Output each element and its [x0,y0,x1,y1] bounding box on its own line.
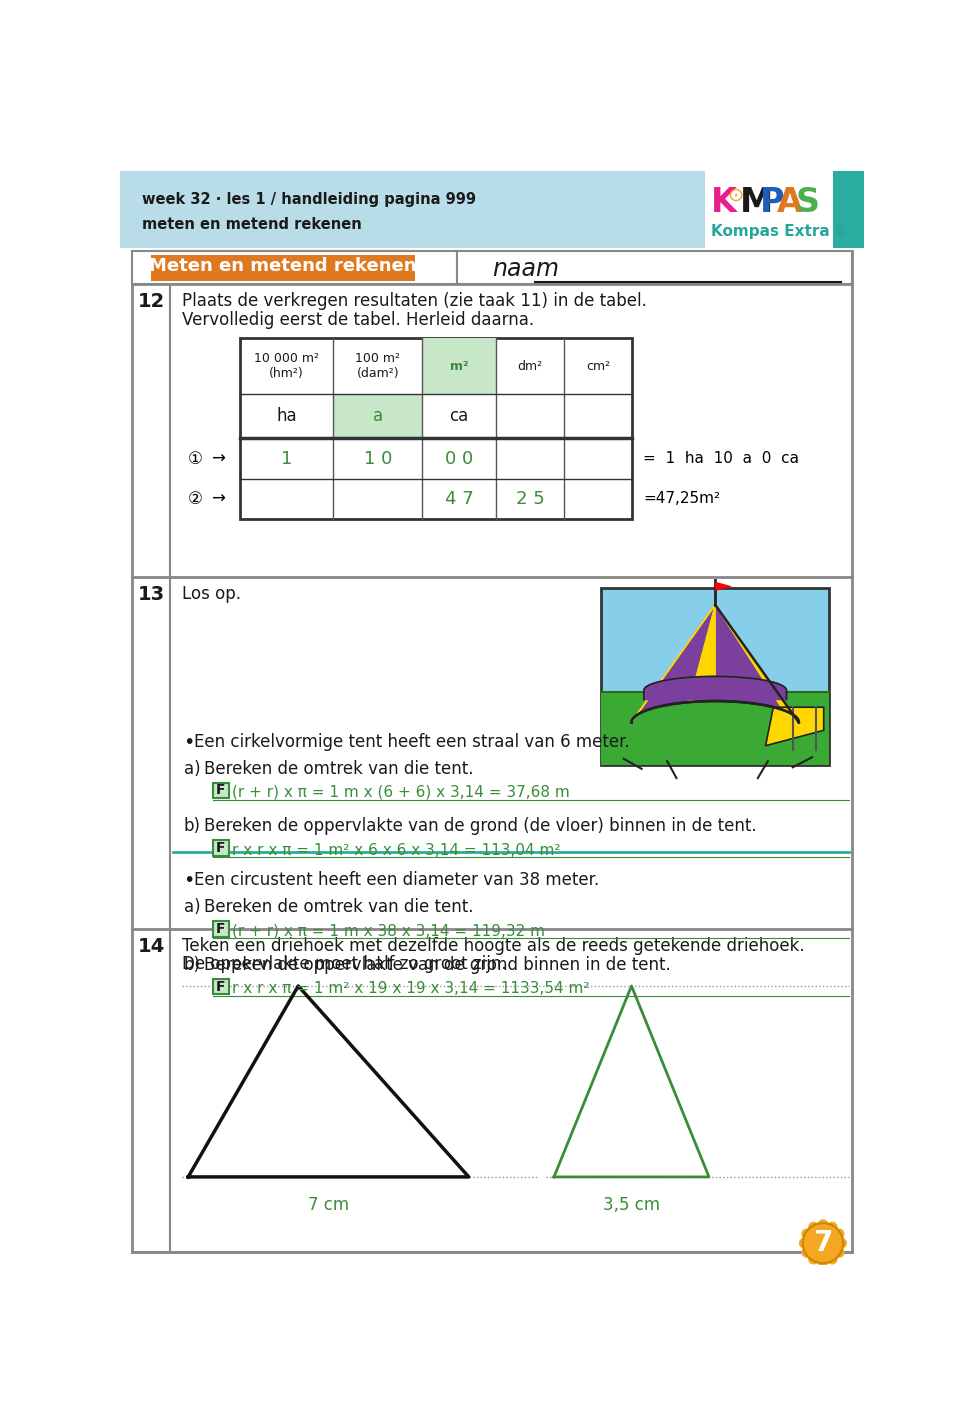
Text: r x r x π = 1 m² x 6 x 6 x 3,14 = 113,04 m²: r x r x π = 1 m² x 6 x 6 x 3,14 = 113,04… [232,843,561,858]
Circle shape [808,1222,819,1232]
Text: 7: 7 [813,1229,832,1258]
Text: =47,25m²: =47,25m² [643,492,720,506]
Circle shape [833,1229,845,1239]
Text: Los op.: Los op. [182,585,241,603]
Text: meten en metend rekenen: meten en metend rekenen [142,217,362,232]
Text: Bereken de omtrek van die tent.: Bereken de omtrek van die tent. [204,898,473,917]
Text: →: → [210,449,225,468]
Text: Meten en metend rekenen: Meten en metend rekenen [149,257,417,274]
Bar [132,252,457,284]
Circle shape [827,1253,838,1265]
Text: 14: 14 [137,936,164,956]
Text: Een circustent heeft een diameter van 38 meter.: Een circustent heeft een diameter van 38… [194,871,600,890]
Text: naam: naam [492,257,559,281]
Text: Kompas Extra 6: Kompas Extra 6 [710,225,846,239]
Text: F: F [216,841,226,855]
Text: 100 m²
(dam²): 100 m² (dam²) [355,352,400,379]
Text: ②: ② [188,490,203,507]
Text: dm²: dm² [517,360,542,372]
Text: A: A [778,186,804,219]
Bar [833,171,864,247]
Text: b): b) [183,956,201,973]
Circle shape [836,1238,847,1249]
Text: (r + r) x π = 1 m x 38 x 3,14 = 119,32 m: (r + r) x π = 1 m x 38 x 3,14 = 119,32 m [232,924,545,939]
Text: •: • [183,871,195,890]
Text: →: → [210,490,225,507]
Circle shape [799,1238,809,1249]
Text: Bereken de oppervlakte van de grond (de vloer) binnen in de tent.: Bereken de oppervlakte van de grond (de … [204,817,756,836]
Polygon shape [632,605,799,723]
Text: F: F [216,922,226,936]
Bar [213,840,228,855]
Text: cm²: cm² [587,360,611,372]
Text: a): a) [183,760,201,777]
Text: a): a) [183,898,201,917]
Text: 10 000 m²
(hm²): 10 000 m² (hm²) [254,352,319,379]
Text: (r + r) x π = 1 m x (6 + 6) x 3,14 = 37,68 m: (r + r) x π = 1 m x (6 + 6) x 3,14 = 37,… [232,784,570,800]
Text: 7 cm: 7 cm [308,1196,349,1214]
Text: K: K [710,186,736,219]
Circle shape [818,1256,828,1268]
Bar [151,256,415,280]
Bar [601,588,829,764]
Bar [422,338,496,394]
Text: Bereken de oppervlakte van de grond binnen in de tent.: Bereken de oppervlakte van de grond binn… [204,956,670,973]
Polygon shape [715,605,795,716]
Polygon shape [715,581,732,591]
Circle shape [833,1248,845,1258]
Bar [333,394,422,439]
Text: 3,5 cm: 3,5 cm [603,1196,660,1214]
Text: 4 7: 4 7 [444,490,473,507]
Text: F: F [216,783,226,797]
Polygon shape [644,676,786,699]
Text: m²: m² [450,360,468,372]
Text: F: F [216,979,226,993]
Bar [240,338,633,519]
Text: 12: 12 [137,293,164,311]
Text: b): b) [183,817,201,836]
Text: 1 0: 1 0 [364,449,392,468]
Text: Plaats de verkregen resultaten (zie taak 11) in de tabel.: Plaats de verkregen resultaten (zie taak… [182,293,647,310]
Text: =  1  ha  10  a  0  ca: = 1 ha 10 a 0 ca [643,450,799,466]
Text: M: M [740,186,773,219]
Text: ⊙: ⊙ [728,186,744,205]
Bar [213,979,228,995]
Bar [120,171,706,247]
Text: Een cirkelvormige tent heeft een straal van 6 meter.: Een cirkelvormige tent heeft een straal … [194,733,630,750]
Text: 1: 1 [281,449,292,468]
Text: Vervolledig eerst de tabel. Herleid daarna.: Vervolledig eerst de tabel. Herleid daar… [182,311,534,328]
Bar [457,252,852,284]
Circle shape [803,1223,843,1263]
Text: r x r x π = 1 m² x 19 x 19 x 3,14 = 1133,54 m²: r x r x π = 1 m² x 19 x 19 x 3,14 = 1133… [232,982,589,996]
Bar [213,921,228,936]
Bar [213,783,228,799]
Text: ca: ca [449,408,468,425]
Text: 13: 13 [137,585,164,604]
Text: De oppervlakte moet half zo groot zijn.: De oppervlakte moet half zo groot zijn. [182,955,507,973]
Text: ha: ha [276,408,297,425]
Bar [601,692,829,764]
Text: S: S [796,186,820,219]
Text: Teken een driehoek met dezelfde hoogte als de reeds getekende driehoek.: Teken een driehoek met dezelfde hoogte a… [182,936,804,955]
Circle shape [802,1248,812,1258]
Polygon shape [632,605,715,723]
Text: week 32 · les 1 / handleiding pagina 999: week 32 · les 1 / handleiding pagina 999 [142,192,476,207]
Polygon shape [689,605,715,702]
Text: 0 0: 0 0 [444,449,473,468]
Text: 2 5: 2 5 [516,490,544,507]
Text: ①: ① [188,449,203,468]
Text: a: a [372,408,383,425]
Polygon shape [765,708,824,746]
Text: P: P [760,186,784,219]
Circle shape [802,1229,812,1239]
Circle shape [827,1222,838,1232]
Text: •: • [183,733,195,752]
Bar [706,171,833,247]
Text: Bereken de omtrek van die tent.: Bereken de omtrek van die tent. [204,760,473,777]
Circle shape [818,1219,828,1231]
Circle shape [808,1253,819,1265]
